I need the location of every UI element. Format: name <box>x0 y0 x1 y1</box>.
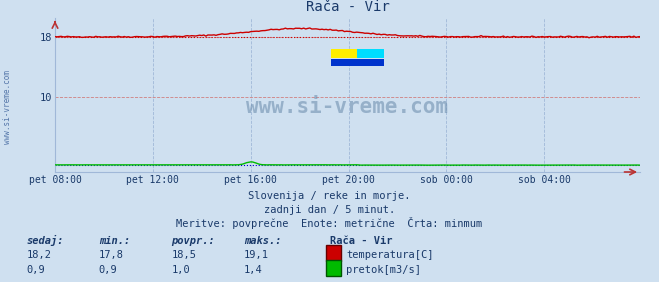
Text: 1,4: 1,4 <box>244 265 262 275</box>
Text: povpr.:: povpr.: <box>171 236 215 246</box>
Text: 0,9: 0,9 <box>99 265 117 275</box>
Text: zadnji dan / 5 minut.: zadnji dan / 5 minut. <box>264 205 395 215</box>
Text: sedaj:: sedaj: <box>26 235 64 246</box>
Bar <box>331 49 357 58</box>
Text: www.si-vreme.com: www.si-vreme.com <box>246 97 449 117</box>
Text: 17,8: 17,8 <box>99 250 124 260</box>
Text: pretok[m3/s]: pretok[m3/s] <box>346 265 421 275</box>
Text: Rača - Vir: Rača - Vir <box>330 236 392 246</box>
Text: 19,1: 19,1 <box>244 250 269 260</box>
Title: Rača - Vir: Rača - Vir <box>306 0 389 14</box>
Text: www.si-vreme.com: www.si-vreme.com <box>3 70 13 144</box>
Text: 18,5: 18,5 <box>171 250 196 260</box>
Text: 0,9: 0,9 <box>26 265 45 275</box>
Text: Slovenija / reke in morje.: Slovenija / reke in morje. <box>248 191 411 201</box>
Text: min.:: min.: <box>99 236 130 246</box>
Text: temperatura[C]: temperatura[C] <box>346 250 434 260</box>
Text: 18,2: 18,2 <box>26 250 51 260</box>
Bar <box>331 59 384 66</box>
Text: maks.:: maks.: <box>244 236 281 246</box>
Text: 1,0: 1,0 <box>171 265 190 275</box>
Bar <box>357 49 384 58</box>
Text: Meritve: povprečne  Enote: metrične  Črta: minmum: Meritve: povprečne Enote: metrične Črta:… <box>177 217 482 229</box>
